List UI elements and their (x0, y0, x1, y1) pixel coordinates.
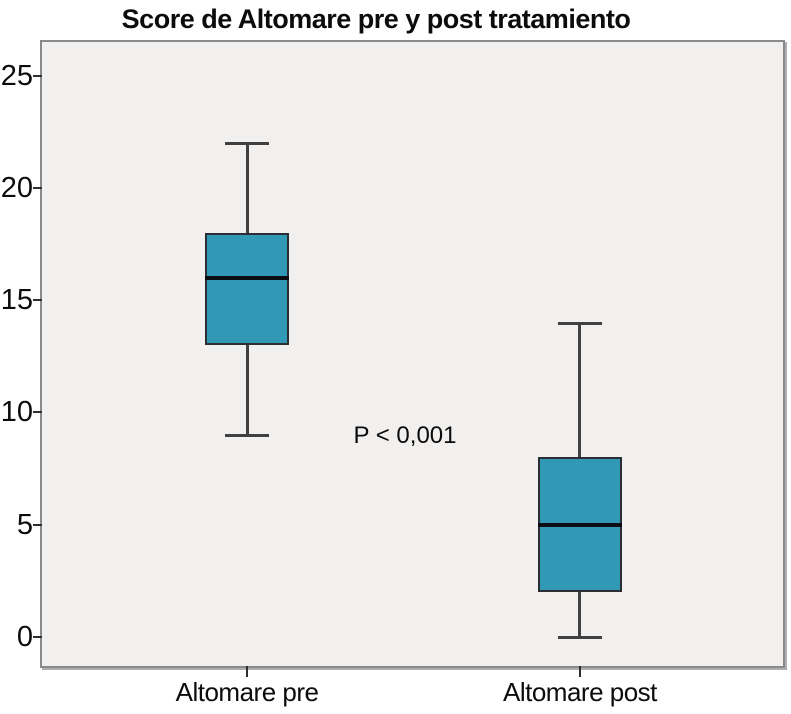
y-axis-tick-mark (33, 74, 42, 77)
plot-area (40, 40, 785, 668)
upper-whisker-line (245, 143, 249, 233)
lower-whisker-line (578, 591, 582, 637)
lower-whisker-line (245, 345, 249, 435)
y-axis-tick-mark (33, 523, 42, 526)
y-axis-tick-label: 20 (0, 171, 33, 204)
box-pre (205, 232, 290, 345)
p-value-annotation: P < 0,001 (353, 422, 457, 449)
x-axis-category-label: Altomare post (503, 677, 657, 707)
x-axis-tick-mark (578, 666, 581, 677)
y-axis-tick-mark (33, 299, 42, 302)
lower-whisker-cap (557, 635, 602, 639)
upper-whisker-cap (557, 321, 602, 325)
median-line (537, 522, 622, 527)
upper-whisker-cap (225, 142, 270, 145)
y-axis-tick-label: 10 (0, 396, 33, 429)
lower-whisker-cap (225, 433, 270, 437)
y-axis-tick-label: 15 (0, 284, 33, 317)
chart-title: Score de Altomare pre y post tratamiento (121, 4, 631, 34)
x-axis-category-label: Altomare pre (175, 677, 319, 707)
y-axis-tick-mark (33, 186, 42, 189)
median-line (205, 275, 290, 280)
y-axis-tick-mark (33, 635, 42, 638)
y-axis-tick-label: 25 (0, 59, 33, 92)
upper-whisker-line (578, 322, 582, 458)
y-axis-tick-mark (33, 411, 42, 414)
x-axis-tick-mark (246, 666, 249, 677)
y-axis-tick-label: 0 (16, 620, 33, 653)
y-axis-tick-label: 5 (16, 508, 33, 541)
